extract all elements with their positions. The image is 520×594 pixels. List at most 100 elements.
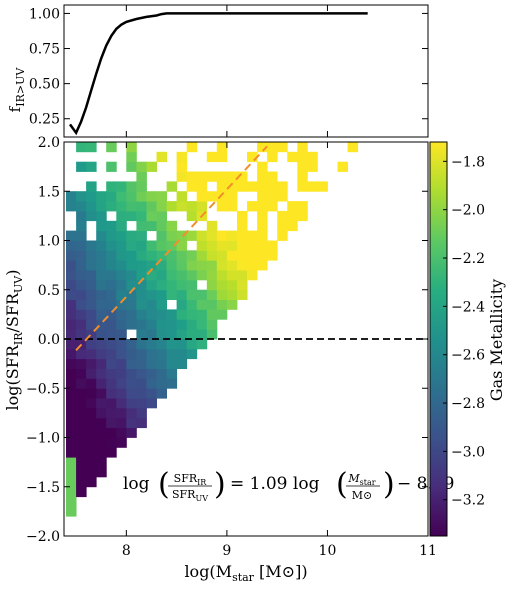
- heatmap-cell: [257, 191, 268, 202]
- heatmap-cell: [216, 309, 228, 320]
- heatmap-cell: [237, 240, 248, 251]
- heatmap-cell: [136, 407, 147, 419]
- heatmap-cell: [186, 299, 198, 310]
- heatmap-cell: [116, 348, 127, 360]
- eq-den2: M⊙: [352, 489, 372, 502]
- heatmap-cell: [216, 142, 228, 153]
- colorbar-tick-label: −2.0: [451, 203, 485, 219]
- heatmap-cell: [66, 250, 77, 261]
- heatmap-cell: [106, 437, 117, 448]
- heatmap-cell: [86, 289, 97, 300]
- heatmap-cell: [176, 171, 188, 182]
- heatmap-cell: [247, 230, 258, 241]
- top-panel: 0.25 0.50 0.75 1.00 fIR>UV: [6, 4, 429, 138]
- heatmap-cell: [166, 181, 178, 192]
- heatmap-cell: [176, 319, 188, 330]
- heatmap-cell: [146, 329, 157, 340]
- heatmap-cell: [126, 191, 137, 202]
- heatmap-cell: [106, 279, 117, 291]
- heatmap-cell: [186, 319, 198, 330]
- heatmap-cell: [76, 260, 87, 271]
- heatmap-cell: [126, 250, 137, 261]
- heatmap-cell: [66, 476, 77, 488]
- heatmap-cell: [136, 279, 147, 291]
- heatmap-cell: [297, 142, 308, 153]
- heatmap-cell: [186, 329, 198, 340]
- heatmap-cell: [216, 289, 228, 300]
- heatmap-cell: [206, 250, 218, 261]
- heatmap-cell: [76, 250, 87, 261]
- heatmap-cell: [66, 457, 77, 468]
- heatmap-cell: [267, 181, 278, 192]
- heatmap-cell: [86, 142, 97, 153]
- colorbar-tick-label: −1.8: [451, 154, 485, 170]
- heatmap-cell: [106, 319, 117, 330]
- heatmap-cell: [176, 270, 188, 281]
- heatmap-cell: [106, 270, 117, 281]
- heatmap-cell: [156, 151, 167, 163]
- heatmap-cell: [146, 319, 157, 330]
- heatmap-cell: [126, 309, 137, 320]
- heatmap-cell: [126, 181, 137, 192]
- heatmap-cell: [216, 181, 228, 192]
- heatmap-cell: [237, 289, 248, 300]
- colorbar-tick-label: −3.2: [451, 493, 485, 509]
- heatmap-cell: [126, 299, 137, 310]
- heatmap-cell: [86, 240, 97, 251]
- heatmap-cell: [176, 348, 188, 360]
- heatmap-cell: [186, 309, 198, 320]
- colorbar-label: Gas Metallicity: [487, 279, 506, 401]
- colorbar-tick-label: −2.6: [451, 348, 485, 364]
- heatmap-cell: [257, 240, 268, 251]
- heatmap-cell: [136, 339, 147, 350]
- heatmap-cell: [216, 240, 228, 251]
- heatmap-cell: [297, 161, 308, 172]
- heatmap-cell: [76, 309, 87, 320]
- heatmap-cell: [106, 358, 117, 369]
- heatmap-cell: [66, 447, 77, 458]
- main-ytick-label: 0.5: [38, 283, 60, 299]
- main-xtick-label: 11: [419, 543, 437, 559]
- heatmap-cell: [307, 161, 318, 172]
- heatmap-cell: [106, 388, 117, 399]
- main-ytick-label: 2.0: [38, 135, 60, 151]
- heatmap-cell: [206, 171, 218, 182]
- heatmap-cell: [126, 151, 137, 163]
- heatmap-cell: [126, 230, 137, 241]
- heatmap-cell: [146, 210, 157, 222]
- heatmap-cell: [146, 368, 157, 379]
- heatmap-cell: [196, 240, 208, 251]
- heatmap-cell: [267, 201, 278, 212]
- heatmap-cell: [247, 181, 258, 192]
- heatmap-cell: [76, 388, 87, 399]
- heatmap-cell: [116, 427, 127, 438]
- heatmap-cell: [247, 260, 258, 271]
- heatmap-cell: [76, 358, 87, 369]
- heatmap-cell: [106, 201, 117, 212]
- heatmap-cell: [66, 299, 77, 310]
- series-line-f-ir-uv: [68, 12, 368, 136]
- heatmap-cell: [76, 299, 87, 310]
- heatmap-cell: [146, 289, 157, 300]
- heatmap-cell: [176, 289, 188, 300]
- main-xtick-label: 10: [319, 543, 337, 559]
- heatmap-cell: [166, 250, 178, 261]
- heatmap-cell: [196, 319, 208, 330]
- heatmap-cell: [196, 289, 208, 300]
- fit-equation: log ( SFRIR SFRUV ) = 1.09 log ( Mstar M…: [123, 467, 455, 503]
- heatmap-cell: [136, 348, 147, 360]
- heatmap-cell: [116, 437, 127, 448]
- top-ylabel-sub: IR>UV: [14, 67, 27, 107]
- fit-line: [75, 145, 268, 352]
- heatmap-cell: [297, 210, 308, 222]
- heatmap-cell: [176, 151, 188, 163]
- heatmap-cell: [206, 260, 218, 271]
- heatmap-cell: [146, 161, 157, 172]
- heatmap-cell: [76, 142, 87, 153]
- heatmap-cell: [96, 457, 107, 468]
- heatmap-cell: [126, 339, 137, 350]
- svg-text:): ): [214, 467, 226, 502]
- heatmap-cell: [106, 427, 117, 438]
- heatmap-cell: [96, 368, 107, 379]
- heatmap-cell: [86, 398, 97, 409]
